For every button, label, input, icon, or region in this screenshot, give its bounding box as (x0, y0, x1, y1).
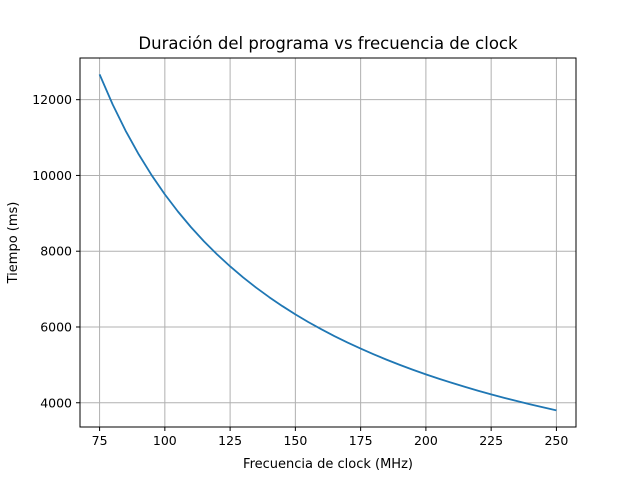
chart-title: Duración del programa vs frecuencia de c… (138, 34, 518, 53)
axis-ticks: 75 100 125 150 175 200 225 250 4000 6000 8000 10000… (32, 92, 568, 448)
y-tick-label: 10000 (32, 168, 72, 183)
x-tick-label: 125 (218, 433, 242, 448)
series-layer (98, 74, 557, 412)
y-tick-label: 12000 (32, 92, 72, 107)
x-tick-label: 175 (349, 433, 373, 448)
y-tick-label: 4000 (40, 395, 72, 410)
x-tick-label: 200 (414, 433, 438, 448)
grid (80, 58, 576, 427)
x-tick-label: 75 (92, 433, 108, 448)
y-axis-label: Tiempo (ms) (6, 202, 21, 285)
series-line (98, 74, 557, 412)
y-tick-label: 8000 (40, 244, 72, 259)
x-tick-label: 250 (544, 433, 568, 448)
x-tick-label: 150 (283, 433, 307, 448)
y-tick-label: 6000 (40, 319, 72, 334)
x-tick-label: 100 (153, 433, 177, 448)
x-axis-label: Frecuencia de clock (MHz) (243, 457, 413, 472)
plot-frame (79, 57, 577, 428)
x-tick-label: 225 (479, 433, 503, 448)
